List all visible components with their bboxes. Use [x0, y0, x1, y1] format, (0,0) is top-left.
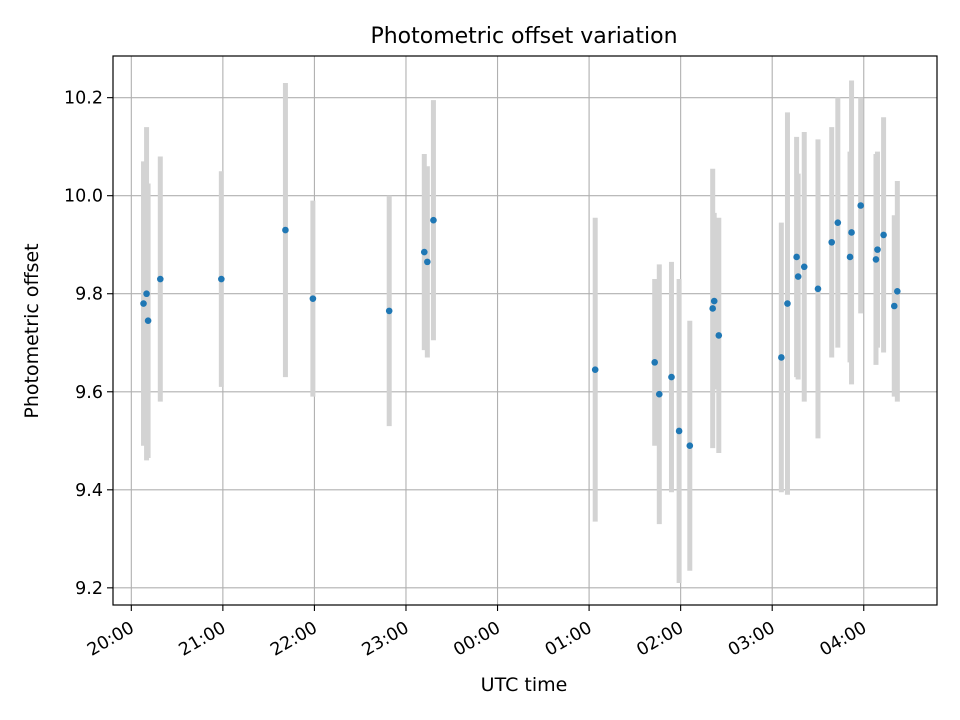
data-point [668, 373, 675, 381]
y-tick-label: 10.0 [64, 187, 103, 207]
data-point [834, 219, 842, 226]
data-point [709, 305, 716, 312]
data-point [894, 287, 901, 295]
data-point [157, 275, 164, 283]
data-point [424, 258, 431, 266]
y-tick-label: 9.2 [75, 579, 103, 599]
data-point [655, 390, 663, 398]
data-point [675, 427, 683, 435]
data-point [880, 231, 887, 239]
data-point [814, 285, 822, 293]
data-point [872, 256, 880, 263]
grid-lines [113, 56, 937, 605]
data-point [420, 248, 428, 256]
data-point [686, 442, 694, 449]
data-point [784, 300, 791, 307]
data-point [848, 229, 855, 236]
y-axis-label: Photometric offset [21, 243, 43, 418]
y-axis-ticks: 9.2 9.4 9.6 9.8 10.0 10.2 [64, 89, 113, 599]
data-point [309, 295, 317, 302]
data-point [282, 226, 289, 234]
x-axis-label: UTC time [481, 674, 568, 696]
data-point [794, 273, 802, 280]
data-point [710, 297, 718, 305]
data-point [715, 332, 723, 339]
data-point [218, 275, 225, 283]
y-tick-label: 9.8 [75, 285, 103, 305]
data-point [778, 354, 785, 361]
y-tick-label: 9.4 [75, 481, 103, 501]
data-point [591, 366, 599, 374]
data-point [651, 359, 659, 366]
chart-title: Photometric offset variation [370, 24, 677, 49]
data-point [143, 290, 150, 298]
data-point [890, 302, 898, 310]
data-point [828, 238, 836, 246]
data-point [800, 263, 808, 271]
data-point [793, 253, 800, 261]
y-tick-label: 10.2 [64, 89, 103, 109]
data-point [857, 202, 865, 209]
data-point [430, 216, 437, 224]
y-tick-label: 9.6 [75, 383, 103, 403]
data-point [874, 246, 881, 253]
data-point [846, 253, 854, 261]
plot-area-frame [112, 55, 938, 606]
data-points [140, 202, 901, 449]
data-point [144, 317, 152, 324]
data-point [385, 307, 393, 315]
data-point [140, 300, 147, 307]
